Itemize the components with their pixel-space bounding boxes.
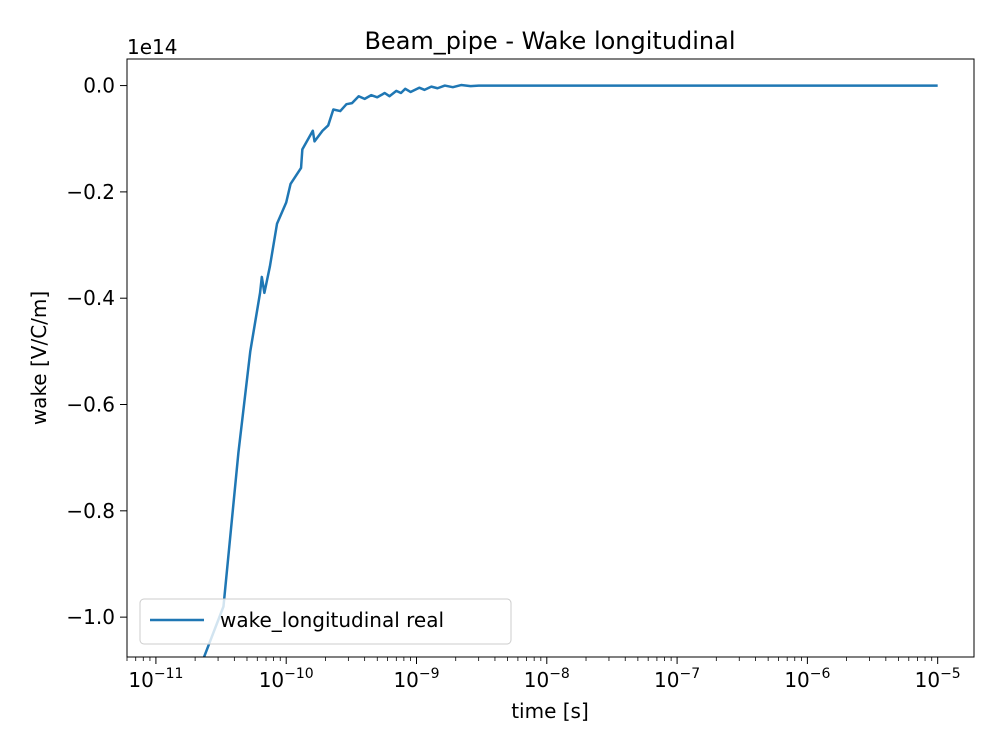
x-tick-label: 10−11 [128, 666, 183, 692]
x-tick-label: 10−9 [393, 666, 439, 692]
legend-label: wake_longitudinal real [220, 608, 444, 632]
legend: wake_longitudinal real [139, 598, 512, 645]
x-tick-label: 10−7 [654, 666, 700, 692]
y-tick-label: −0.2 [66, 180, 115, 204]
y-axis-ticks: 0.0 −0.2 −0.4 −0.6 −0.8 −1.0 [66, 74, 127, 629]
y-tick-label: −0.4 [66, 286, 115, 310]
y-axis-title: wake [V/C/m] [27, 291, 51, 425]
y-axis-multiplier: 1e14 [127, 35, 177, 59]
x-axis-ticks: 10−11 10−10 10−9 10−8 10−7 10−6 10−5 [126, 657, 961, 692]
chart-title: Beam_pipe - Wake longitudinal [364, 27, 735, 55]
y-tick-label: −0.8 [66, 499, 115, 523]
legend-box [139, 598, 512, 645]
y-tick-label: −0.6 [66, 393, 115, 417]
x-axis-title: time [s] [511, 699, 589, 723]
y-tick-label: 0.0 [83, 74, 115, 98]
x-tick-label: 10−8 [524, 666, 570, 692]
x-tick-label: 10−6 [784, 666, 830, 692]
x-tick-label: 10−5 [915, 666, 961, 692]
series-line-wake-longitudinal [202, 83, 938, 657]
y-tick-label: −1.0 [66, 605, 115, 629]
plot-area-frame [126, 58, 975, 658]
x-tick-label: 10−10 [259, 666, 314, 692]
